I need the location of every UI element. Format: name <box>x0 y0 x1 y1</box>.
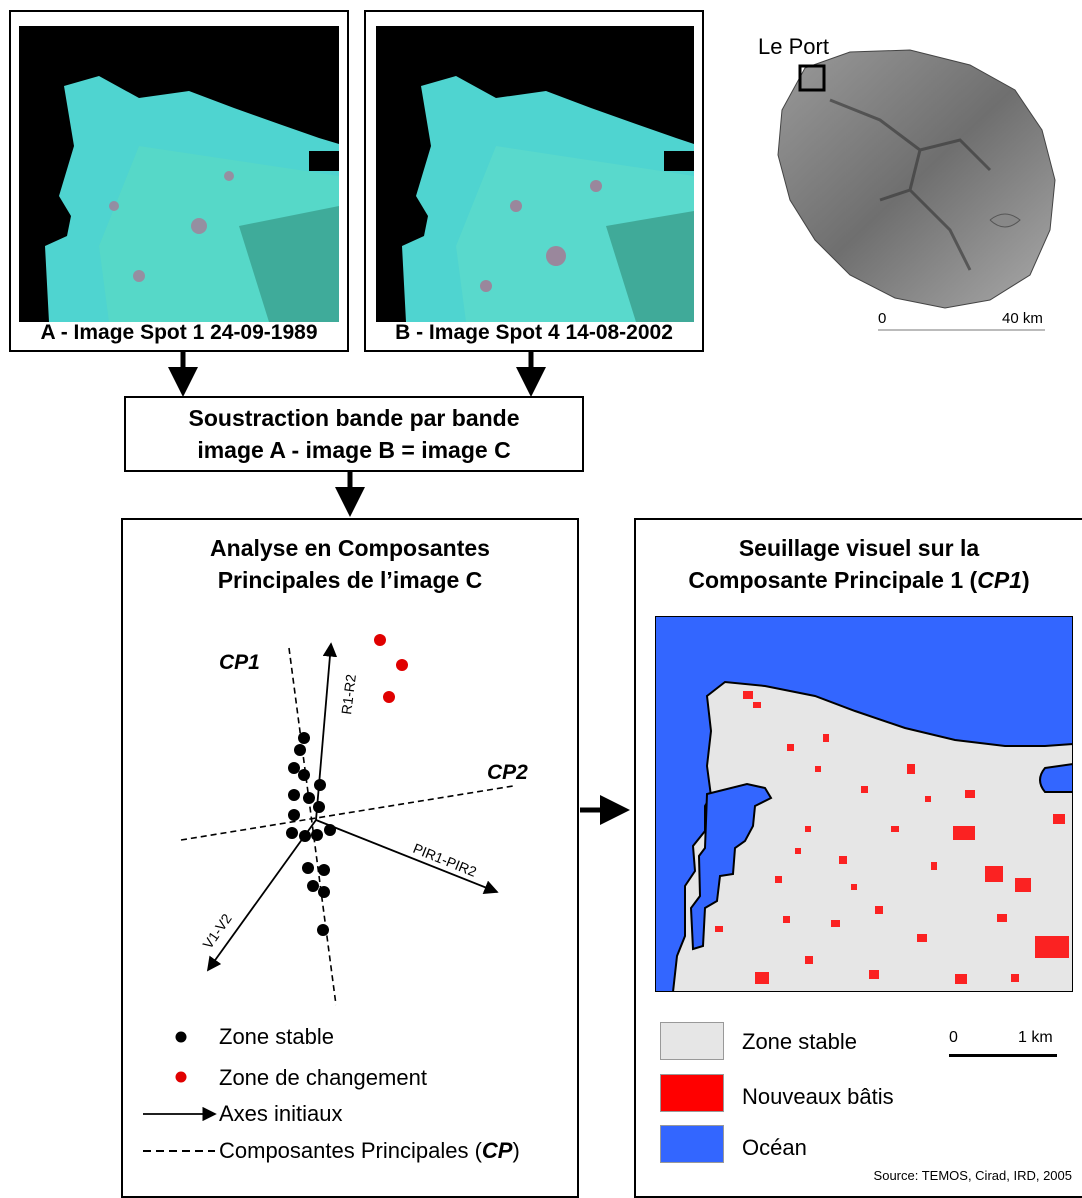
cp1-label: CP1 <box>219 651 260 674</box>
stable-point <box>313 801 325 813</box>
stable-point <box>317 924 329 936</box>
change-point <box>383 691 395 703</box>
threshold-title-suffix: ) <box>1021 567 1030 593</box>
pca-legend-cp-suffix: ) <box>512 1138 520 1163</box>
cp1-axis-line <box>288 647 337 1006</box>
threshold-legend-new-buildings: Nouveaux bâtis <box>742 1084 894 1109</box>
threshold-legend-ocean: Océan <box>742 1135 807 1160</box>
source-credit: Source: TEMOS, Cirad, IRD, 2005 <box>873 1168 1072 1183</box>
legend-change-symbol <box>175 1071 187 1083</box>
stable-point <box>302 862 314 874</box>
stable-point <box>298 769 310 781</box>
threshold-map <box>655 616 1073 992</box>
threshold-title-prefix: Composante Principale 1 ( <box>688 567 978 593</box>
pca-title-line-1: Analyse en Composantes <box>210 535 490 561</box>
v1-v2-label: V1-V2 <box>199 910 235 951</box>
le-port-label: Le Port <box>758 34 829 59</box>
image-a-panel: A - Image Spot 1 24-09-1989 <box>9 10 349 352</box>
r1-r2-label: R1-R2 <box>338 673 359 715</box>
axis-pir1-pir2 <box>315 819 499 895</box>
stable-point <box>307 880 319 892</box>
pir1-pir2-label: PIR1-PIR2 <box>411 840 479 880</box>
pca-legend-stable: Zone stable <box>219 1024 334 1049</box>
subtraction-line-1: Soustraction bande par bande <box>188 405 520 431</box>
stable-point <box>288 762 300 774</box>
island-scale-start: 0 <box>878 310 886 327</box>
stable-point <box>318 864 330 876</box>
threshold-title-line-2: Composante Principale 1 (CP1) <box>636 564 1082 596</box>
subtraction-line-2: image A - image B = image C <box>197 437 511 463</box>
legend-stable-symbol <box>175 1031 187 1043</box>
threshold-scale-bar <box>949 1054 1057 1057</box>
pca-legend-cp-prefix: Composantes Principales ( <box>219 1138 482 1163</box>
image-a-satellite <box>19 26 339 322</box>
pca-scatter-diagram: CP1 CP2 R1-R2 PIR1-PIR2 V1-V2 <box>180 634 528 1006</box>
threshold-scale-start: 0 <box>949 1029 958 1046</box>
threshold-panel: Seuillage visuel sur la Composante Princ… <box>634 518 1082 1198</box>
image-b-caption: B - Image Spot 4 14-08-2002 <box>395 321 673 344</box>
pca-legend-cp: Composantes Principales (CP) <box>219 1138 520 1164</box>
image-b-panel: B - Image Spot 4 14-08-2002 <box>364 10 704 352</box>
image-a-caption: A - Image Spot 1 24-09-1989 <box>40 321 318 344</box>
stable-point <box>318 886 330 898</box>
legend-stable-swatch <box>660 1022 724 1060</box>
stable-point <box>324 824 336 836</box>
pca-legend-cp-abbr: CP <box>481 1138 513 1163</box>
cp2-label: CP2 <box>487 761 528 784</box>
legend-ocean-swatch <box>660 1125 724 1163</box>
stable-point <box>288 789 300 801</box>
pca-legend-change: Zone de changement <box>219 1065 427 1090</box>
stable-point <box>314 779 326 791</box>
stable-point <box>298 732 310 744</box>
stable-point <box>299 830 311 842</box>
cp2-axis-line <box>180 785 514 841</box>
pca-title-line-2: Principales de l’image C <box>217 567 483 593</box>
legend-new-buildings-swatch <box>660 1074 724 1112</box>
island-scale-end: 40 km <box>1002 310 1043 327</box>
pca-legend-axes: Axes initiaux <box>219 1101 343 1126</box>
stable-points <box>286 732 336 936</box>
stable-point <box>286 827 298 839</box>
island-relief-map: Le Port 0 40 km <box>758 34 1056 331</box>
stable-point <box>288 809 300 821</box>
stable-point <box>303 792 315 804</box>
le-port-locator <box>798 64 826 92</box>
threshold-title-abbr: CP1 <box>977 567 1022 593</box>
change-points <box>374 634 408 703</box>
pca-legend-symbols <box>143 1031 217 1152</box>
change-point <box>374 634 386 646</box>
subtraction-box: Soustraction bande par bande image A - i… <box>124 396 584 472</box>
change-point <box>396 659 408 671</box>
axis-r1-r2 <box>315 642 338 821</box>
threshold-legend-stable: Zone stable <box>742 1029 857 1054</box>
image-b-satellite <box>376 26 694 322</box>
pca-panel: Analyse en Composantes Principales de l’… <box>121 518 579 1198</box>
axis-v1-v2 <box>206 819 317 972</box>
threshold-scale-end: 1 km <box>1018 1029 1053 1046</box>
threshold-title-line-1: Seuillage visuel sur la <box>738 535 980 561</box>
stable-point <box>294 744 306 756</box>
stable-point <box>311 829 323 841</box>
